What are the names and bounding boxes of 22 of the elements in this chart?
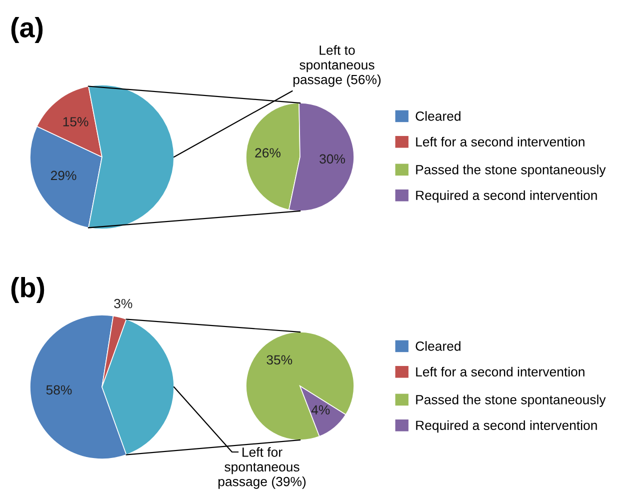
data-label: 15% [63, 117, 88, 126]
data-label: 58% [46, 385, 72, 395]
legend-label: Left for a second intervention [416, 366, 584, 377]
text: Left to spontaneous passage (56%) [293, 45, 381, 87]
legend-label: Passed the stone spontaneously [416, 164, 606, 177]
data-label: 35% [266, 355, 292, 365]
legend-label: Cleared [416, 111, 460, 121]
legend-label: Passed the stone spontaneously [416, 394, 606, 407]
data-label: 3% [114, 298, 132, 308]
pie-slice [246, 332, 354, 440]
chart-title: (b) [11, 277, 44, 303]
legend-label: Required a second intervention [416, 420, 597, 433]
pie-slice [300, 386, 346, 437]
legend-label: Left for a second intervention [416, 136, 584, 147]
data-label: 26% [255, 148, 280, 158]
text: Left for spontaneous passage (39%) [218, 447, 306, 489]
legend-label: Required a second intervention [416, 190, 597, 203]
data-label: 30% [320, 154, 345, 164]
data-label: 4% [311, 405, 330, 414]
chart-title: (a) [11, 17, 43, 43]
data-label: 29% [50, 170, 76, 180]
legend-label: Cleared [416, 341, 460, 351]
